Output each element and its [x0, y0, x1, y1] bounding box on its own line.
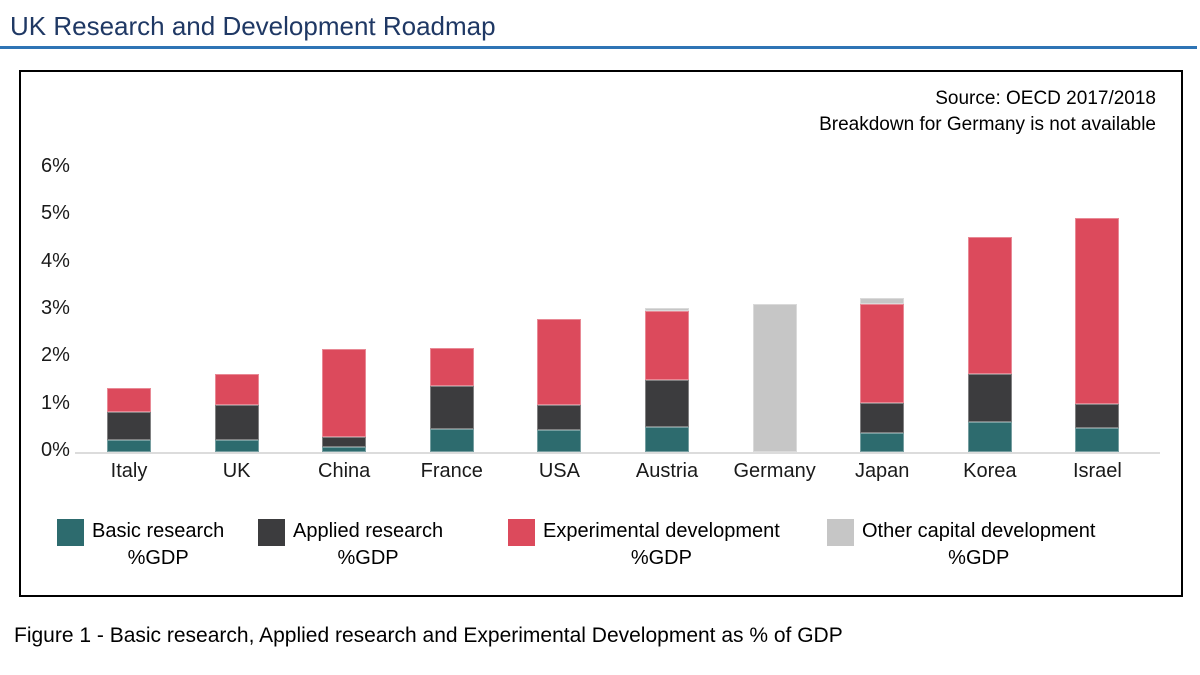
bar-segment-austria — [645, 427, 689, 452]
legend-label-line2: %GDP — [630, 547, 692, 569]
legend-item-3: Experimental development %GDP — [508, 518, 780, 572]
legend-swatch — [57, 519, 84, 546]
bar-segment-israel — [1075, 428, 1120, 452]
bar-segment-italy — [107, 440, 151, 452]
y-tick-label: 2% — [41, 344, 70, 367]
legend-label-line1: Basic research — [92, 520, 225, 542]
bar-segment-uk — [214, 404, 259, 441]
bar-segment-china — [322, 436, 367, 448]
page-title: UK Research and Development Roadmap — [10, 11, 496, 41]
bar-segment-france — [429, 429, 474, 452]
bar-segment-france — [429, 347, 474, 386]
x-axis-label-usa: USA — [538, 460, 580, 482]
bar-segment-japan — [860, 403, 905, 434]
x-axis-line — [75, 452, 1160, 454]
legend-item-2: Applied research %GDP — [258, 518, 443, 572]
x-axis-label-china: China — [318, 460, 371, 482]
bar-segment-italy — [107, 388, 151, 412]
bar-segment-uk — [214, 373, 259, 405]
y-tick-label: 6% — [41, 155, 70, 178]
bar-segment-israel — [1075, 217, 1120, 404]
x-axis-label-italy: Italy — [110, 460, 148, 482]
x-axis-label-france: France — [420, 460, 483, 482]
bar-segment-china — [322, 447, 367, 452]
bar-segment-austria — [645, 310, 689, 381]
legend-swatch — [827, 519, 854, 546]
y-tick-label: 3% — [41, 297, 70, 319]
bar-segment-usa — [537, 429, 582, 452]
bar-segment-france — [429, 385, 474, 430]
y-tick-label: 4% — [41, 249, 70, 272]
bar-segment-japan — [860, 303, 905, 404]
legend-label: Other capital development %GDP — [862, 518, 1095, 572]
legend-swatch — [508, 519, 535, 546]
bar-segment-korea — [967, 374, 1012, 422]
bar-segment-korea — [967, 421, 1012, 452]
legend-label: Experimental development %GDP — [543, 518, 780, 572]
bar-segment-uk — [214, 440, 259, 452]
x-axis-label-japan: Japan — [854, 460, 910, 482]
legend-label-line1: Applied research — [293, 520, 444, 542]
legend-label-line2: %GDP — [127, 547, 189, 569]
x-axis-label-uk: UK — [222, 460, 251, 482]
legend-label-line1: Other capital development — [862, 520, 1096, 542]
legend-label-line2: %GDP — [337, 547, 399, 569]
legend-label-line1: Experimental development — [543, 520, 780, 542]
legend-label: Applied research %GDP — [293, 518, 443, 572]
bar-segment-italy — [107, 411, 151, 441]
bar-segment-usa — [537, 318, 582, 405]
source-note: Source: OECD 2017/2018 Breakdown for Ger… — [819, 86, 1156, 138]
figure-caption: Figure 1 - Basic research, Applied resea… — [14, 624, 843, 647]
bar-segment-germany — [752, 303, 797, 452]
bar-segment-china — [322, 349, 367, 437]
bar-segment-usa — [537, 404, 582, 430]
bar-segment-israel — [1075, 403, 1120, 429]
y-tick-label: 5% — [41, 202, 70, 225]
x-axis-label-austria: Austria — [635, 460, 699, 482]
x-axis-label-israel: Israel — [1072, 460, 1122, 482]
x-axis-label-germany: Germany — [733, 460, 816, 482]
bar-segment-japan — [860, 297, 905, 304]
source-line-2: Breakdown for Germany is not available — [819, 114, 1156, 135]
y-tick-label: 0% — [41, 439, 70, 461]
chart-panel: Source: OECD 2017/2018 Breakdown for Ger… — [19, 70, 1183, 597]
bar-segment-japan — [860, 433, 905, 452]
legend-swatch — [258, 519, 285, 546]
legend-item-4: Other capital development %GDP — [827, 518, 1095, 572]
legend-item-1: Basic research %GDP — [57, 518, 224, 572]
source-line-1: Source: OECD 2017/2018 — [935, 88, 1156, 109]
legend-label: Basic research %GDP — [92, 518, 224, 572]
bar-segment-austria — [645, 380, 689, 428]
title-underline-rule — [0, 46, 1197, 49]
y-tick-label: 1% — [41, 391, 70, 414]
x-axis-label-korea: Korea — [963, 460, 1017, 482]
legend-label-line2: %GDP — [948, 547, 1010, 569]
bar-segment-korea — [967, 236, 1012, 375]
bar-segment-austria — [645, 307, 689, 311]
